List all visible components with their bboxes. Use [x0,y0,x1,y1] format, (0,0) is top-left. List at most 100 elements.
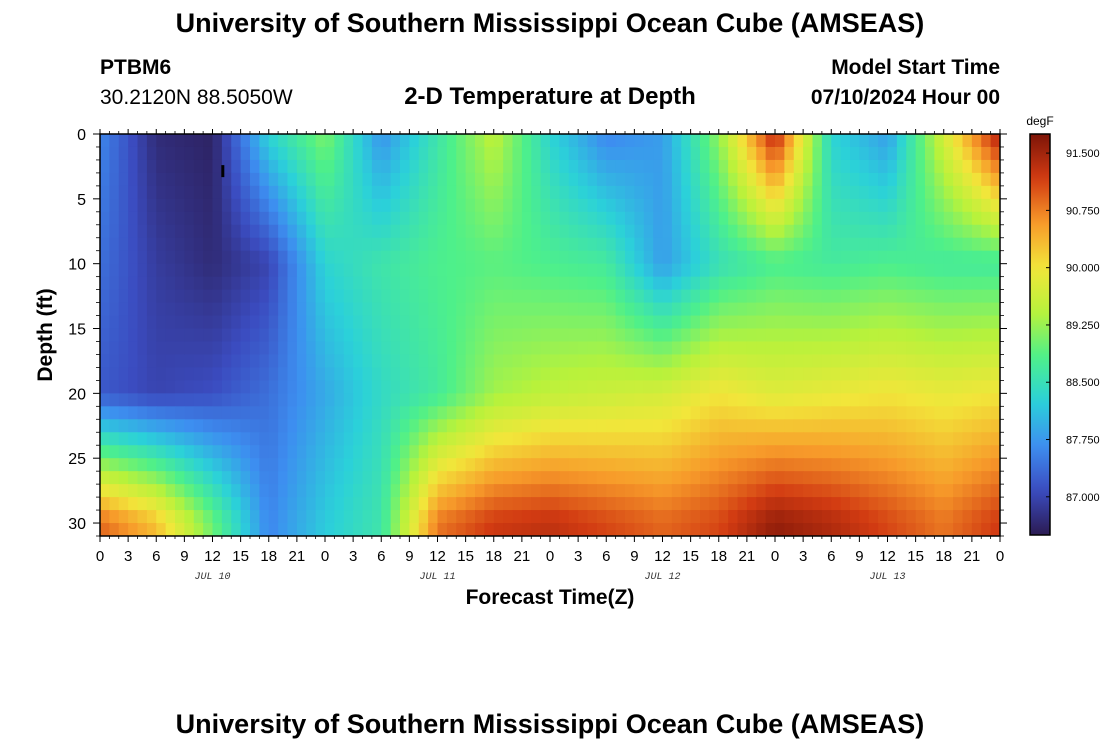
heatmap-cell [803,432,814,446]
heatmap-cell [118,484,129,498]
heatmap-cell [540,328,551,343]
heatmap-cell [493,471,504,485]
heatmap-cell [334,289,345,304]
heatmap-cell [156,328,167,343]
heatmap-cell [568,250,579,265]
heatmap-cell [446,185,457,200]
heatmap-cell [803,380,814,394]
heatmap-cell [812,276,823,291]
heatmap-cell [915,354,926,369]
heatmap-cell [737,302,748,317]
y-tick-label: 30 [68,516,86,533]
heatmap-cell [437,406,448,420]
heatmap-cell [362,185,373,200]
heatmap-cell [653,237,664,252]
heatmap-cell [540,211,551,226]
heatmap-cell [793,211,804,226]
heatmap-cell [550,315,560,330]
heatmap-cell [625,393,635,407]
heatmap-cell [475,380,485,394]
heatmap-cell [690,523,701,536]
heatmap-cell [690,172,701,187]
heatmap-cell [296,419,307,433]
heatmap-cell [812,328,823,343]
heatmap-cell [793,172,804,187]
x-tick-label: 9 [405,548,413,565]
heatmap-cell [193,289,204,304]
heatmap-cell [878,406,889,420]
heatmap-cell [653,471,664,485]
heatmap-cell [878,237,889,252]
heatmap-cell [812,523,823,536]
heatmap-cell [718,263,729,278]
heatmap-cell [737,432,748,446]
heatmap-cell [512,289,523,304]
heatmap-cell [334,224,345,239]
heatmap-cell [156,458,167,472]
heatmap-cell [540,263,551,278]
heatmap-cell [831,315,842,330]
heatmap-cell [540,419,551,433]
heatmap-cell [428,276,439,291]
heatmap-cell [756,211,767,226]
heatmap-cell [578,302,589,317]
heatmap-cell [971,315,982,330]
heatmap-cell [193,250,204,265]
heatmap-cell [625,523,635,536]
heatmap-cell [512,185,523,200]
heatmap-cell [896,224,907,239]
heatmap-cell [437,302,448,317]
heatmap-cell [381,302,392,317]
heatmap-cell [953,380,964,394]
heatmap-cell [887,263,898,278]
heatmap-cell [128,185,139,200]
heatmap-cell [437,341,448,356]
heatmap-cell [268,250,279,265]
heatmap-cell [643,341,654,356]
heatmap-cell [109,393,120,407]
heatmap-cell [231,432,242,446]
heatmap-cell [981,172,992,187]
heatmap-cell [418,211,429,226]
heatmap-cell [381,172,392,187]
heatmap-cell [512,315,523,330]
heatmap-cell [146,198,157,213]
heatmap-cell [409,146,420,161]
heatmap-cell [278,172,289,187]
heatmap-cell [165,432,176,446]
heatmap-cell [381,211,392,226]
heatmap-cell [343,367,354,381]
heatmap-cell [625,276,635,291]
heatmap-cell [334,211,345,226]
heatmap-cell [184,211,195,226]
heatmap-cell [278,380,289,394]
heatmap-cell [259,341,270,356]
heatmap-cell [746,250,757,265]
heatmap-cell [137,484,148,498]
heatmap-cell [850,510,860,524]
heatmap-cell [606,523,617,536]
heatmap-cell [418,510,429,524]
heatmap-cell [493,250,504,265]
heatmap-cell [653,250,664,265]
heatmap-cell [503,146,514,161]
heatmap-cell [221,263,232,278]
heatmap-cell [662,315,673,330]
heatmap-cell [765,367,776,381]
heatmap-cell [175,146,185,161]
heatmap-cell [484,185,495,200]
heatmap-cell [737,328,748,343]
heatmap-cell [446,237,457,252]
heatmap-cell [906,198,917,213]
heatmap-cell [653,341,664,356]
heatmap-cell [971,419,982,433]
heatmap-cell [700,523,710,536]
heatmap-cell [146,354,157,369]
heatmap-cell [775,250,785,265]
heatmap-cell [193,211,204,226]
heatmap-cell [953,250,964,265]
heatmap-cell [100,263,110,278]
heatmap-cell [634,328,645,343]
heatmap-cell [128,471,139,485]
heatmap-cell [390,432,401,446]
